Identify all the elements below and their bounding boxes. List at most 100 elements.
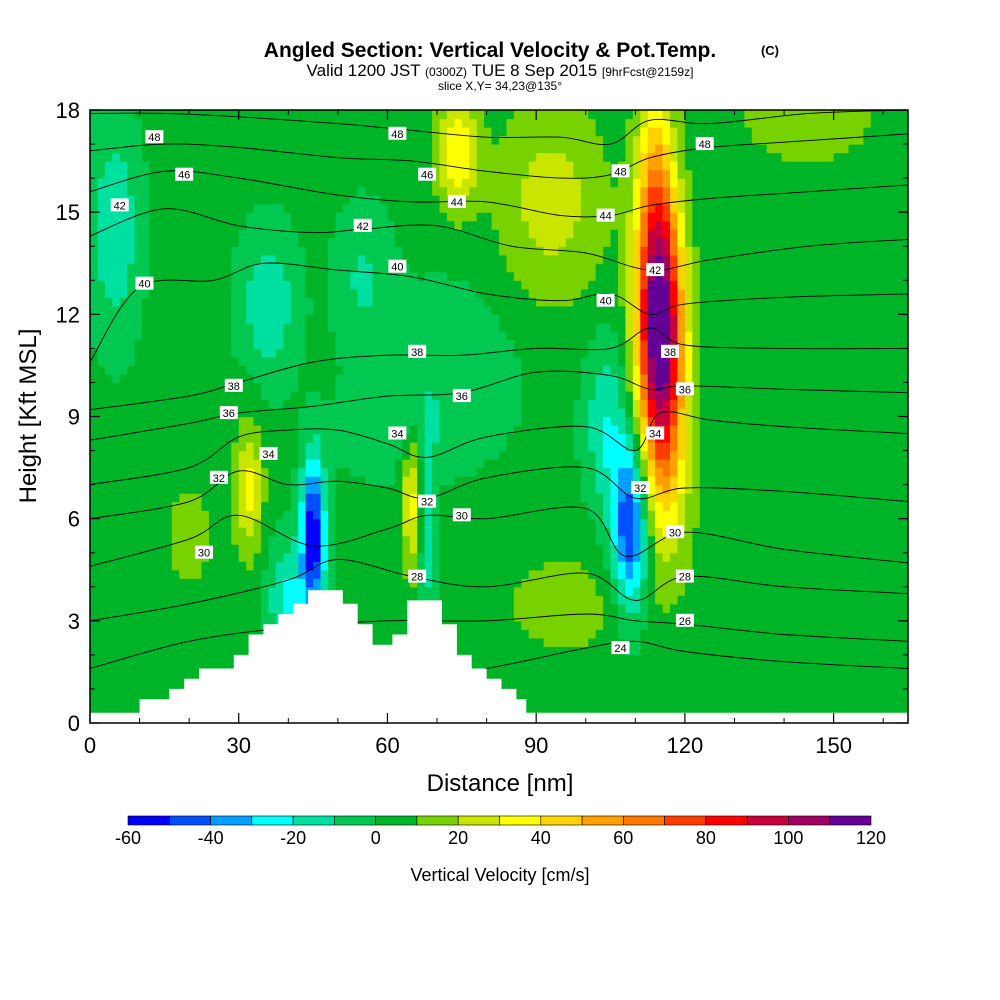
velocity-cell	[692, 663, 701, 673]
velocity-cell	[127, 705, 136, 716]
velocity-cell	[811, 646, 820, 656]
velocity-cell	[632, 578, 641, 588]
velocity-cell	[662, 416, 671, 426]
velocity-cell	[878, 390, 887, 401]
velocity-cell	[283, 569, 292, 579]
velocity-cell	[469, 459, 478, 469]
velocity-cell	[394, 484, 403, 494]
velocity-cell	[662, 450, 671, 460]
velocity-cell	[729, 569, 738, 579]
velocity-cell	[194, 476, 203, 486]
velocity-cell	[513, 339, 522, 349]
velocity-cell	[275, 390, 284, 401]
velocity-cell	[246, 535, 255, 545]
velocity-cell	[164, 382, 173, 392]
velocity-cell	[826, 459, 835, 469]
velocity-cell	[104, 680, 113, 690]
velocity-cell	[231, 425, 240, 435]
velocity-cell	[142, 382, 151, 392]
velocity-cell	[506, 637, 515, 647]
velocity-cell	[127, 535, 136, 545]
velocity-cell	[722, 459, 731, 469]
velocity-cell	[573, 425, 582, 435]
velocity-cell	[402, 552, 411, 562]
velocity-cell	[744, 339, 753, 349]
velocity-cell	[632, 518, 641, 528]
velocity-cell	[394, 348, 403, 358]
velocity-cell	[283, 544, 292, 554]
velocity-cell	[670, 620, 679, 630]
velocity-cell	[855, 416, 864, 426]
velocity-cell	[803, 373, 812, 384]
velocity-cell	[580, 407, 589, 418]
velocity-cell	[729, 348, 738, 358]
velocity-cell	[774, 510, 783, 520]
velocity-cell	[521, 373, 530, 384]
velocity-cell	[870, 552, 879, 562]
velocity-cell	[513, 612, 522, 622]
velocity-cell	[149, 518, 158, 528]
velocity-cell	[454, 646, 463, 656]
velocity-cell	[506, 654, 515, 664]
velocity-cell	[803, 425, 812, 435]
velocity-cell	[900, 390, 908, 401]
velocity-cell	[186, 569, 195, 579]
velocity-cell	[729, 467, 738, 477]
velocity-cell	[796, 373, 805, 384]
velocity-cell	[432, 476, 441, 486]
velocity-cell	[446, 365, 455, 375]
velocity-cell	[818, 603, 827, 613]
velocity-cell	[454, 535, 463, 545]
velocity-cell	[855, 433, 864, 443]
velocity-cell	[268, 407, 277, 418]
velocity-cell	[506, 442, 515, 452]
velocity-cell	[632, 637, 641, 647]
velocity-cell	[127, 697, 136, 707]
velocity-cell	[617, 356, 627, 367]
velocity-cell	[327, 527, 336, 537]
velocity-cell	[558, 510, 567, 520]
velocity-cell	[729, 680, 738, 690]
velocity-cell	[476, 552, 485, 562]
velocity-cell	[499, 586, 508, 596]
velocity-cell	[484, 586, 493, 596]
velocity-cell	[803, 603, 812, 613]
velocity-cell	[878, 501, 887, 511]
velocity-cell	[179, 476, 188, 486]
velocity-cell	[246, 510, 255, 520]
velocity-cell	[439, 476, 448, 486]
velocity-cell	[521, 527, 530, 537]
velocity-cell	[164, 612, 173, 622]
velocity-cell	[261, 476, 270, 486]
velocity-cell	[253, 450, 262, 460]
velocity-cell	[134, 510, 143, 520]
velocity-cell	[484, 578, 493, 588]
velocity-cell	[268, 382, 277, 392]
velocity-cell	[707, 442, 716, 452]
velocity-cell	[119, 518, 128, 528]
velocity-cell	[707, 688, 716, 699]
velocity-cell	[350, 382, 359, 392]
velocity-cell	[149, 535, 158, 545]
velocity-cell	[231, 578, 240, 588]
velocity-cell	[424, 459, 433, 469]
velocity-cell	[112, 450, 121, 460]
velocity-cell	[223, 527, 232, 537]
velocity-cell	[469, 663, 478, 673]
velocity-cell	[870, 390, 879, 401]
velocity-cell	[766, 603, 775, 613]
velocity-cell	[499, 527, 508, 537]
velocity-cell	[796, 501, 805, 511]
velocity-cell	[171, 595, 180, 605]
velocity-cell	[759, 399, 768, 409]
velocity-cell	[298, 356, 307, 367]
velocity-cell	[97, 654, 106, 664]
velocity-cell	[142, 578, 151, 588]
velocity-cell	[625, 476, 634, 486]
velocity-cell	[617, 535, 627, 545]
velocity-cell	[551, 442, 560, 452]
velocity-cell	[662, 442, 671, 452]
velocity-cell	[186, 459, 195, 469]
velocity-cell	[90, 578, 99, 588]
velocity-cell	[573, 637, 582, 647]
